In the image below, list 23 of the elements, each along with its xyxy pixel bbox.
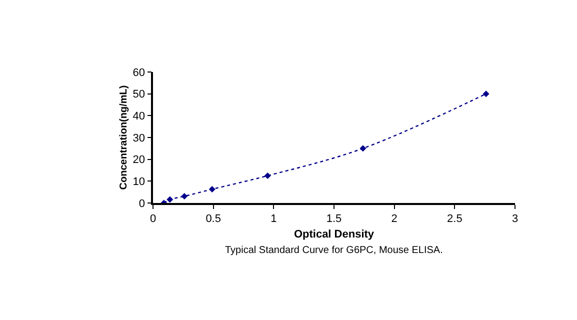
point [208, 186, 216, 192]
x-tick-label: 2 [391, 212, 398, 225]
x-axis-title: Optical Density [294, 228, 375, 241]
y-axis-title: Concentration(ng/mL) [118, 85, 130, 190]
x-tick-label: 1 [270, 212, 277, 225]
y-tick-label: 30 [132, 132, 146, 144]
x-tick-label: 3 [512, 212, 518, 225]
y-tick-label: 20 [132, 154, 146, 166]
x-tick-label: 0 [150, 212, 156, 225]
x-tick-label: 0.5 [206, 212, 221, 225]
y-tick-label: 0 [138, 198, 146, 210]
point [166, 196, 174, 203]
y-tick-label: 50 [132, 88, 146, 101]
text: Typical Standard Curve for G6PC, Mouse ELISA. [225, 245, 443, 256]
y-tick-label: 40 [132, 110, 146, 123]
x-tick-label: 2.5 [447, 212, 462, 225]
point [181, 192, 188, 200]
y-tick-label: 60 [132, 66, 146, 79]
point [360, 145, 366, 152]
point [482, 90, 490, 98]
point [264, 172, 271, 179]
y-tick-label: 10 [132, 176, 146, 188]
x-tick-label: 1.5 [326, 212, 342, 225]
